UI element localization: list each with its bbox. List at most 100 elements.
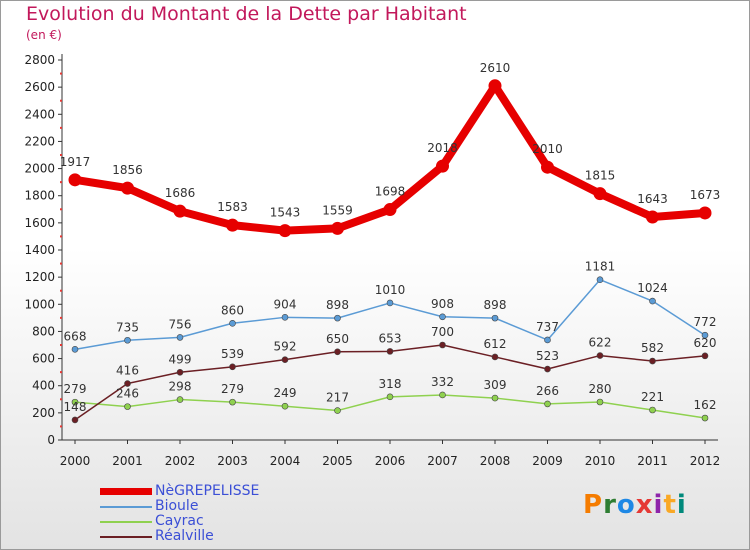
chart-title: Evolution du Montant de la Dette par Hab… xyxy=(26,3,467,25)
legend-item-realville: Réalville xyxy=(100,529,300,544)
point-bioule-2000 xyxy=(71,346,79,353)
data-label-cayrac-2009: 266 xyxy=(536,384,559,398)
y-tick-label-200: 200 xyxy=(32,406,55,420)
point-realville-2012 xyxy=(701,352,709,360)
point-cayrac-2002 xyxy=(176,396,184,403)
x-tick-label-2006: 2006 xyxy=(375,454,406,468)
point-realville-2003 xyxy=(229,363,236,371)
data-label-cayrac-2005: 217 xyxy=(326,391,349,405)
x-tick-label-2009: 2009 xyxy=(532,454,563,468)
data-label-cayrac-2001: 246 xyxy=(116,387,139,401)
point-realville-2008 xyxy=(491,353,499,361)
data-label-cayrac-2003: 279 xyxy=(221,382,244,396)
data-label-cayrac-2010: 280 xyxy=(589,382,612,396)
data-label-cayrac-2000: 279 xyxy=(64,382,87,396)
point-bioule-2006 xyxy=(386,299,394,307)
data-label-negrepelisse-2012: 1673 xyxy=(690,188,721,202)
legend-item-cayrac: Cayrac xyxy=(100,514,300,529)
data-label-realville-2002: 499 xyxy=(169,352,192,366)
point-realville-2001 xyxy=(124,380,131,387)
legend-swatch-cayrac xyxy=(100,521,152,523)
legend: NèGREPELISSE Bioule Cayrac Réalville xyxy=(100,484,300,544)
point-cayrac-2008 xyxy=(491,394,499,402)
point-cayrac-2012 xyxy=(701,414,709,422)
point-negrepelisse-2002 xyxy=(173,204,187,218)
data-label-realville-2000: 148 xyxy=(64,400,87,414)
point-bioule-2001 xyxy=(124,336,131,344)
y-tick-label-600: 600 xyxy=(32,352,55,366)
point-realville-2005 xyxy=(334,348,341,356)
data-label-bioule-2000: 668 xyxy=(64,329,87,343)
data-label-bioule-2005: 898 xyxy=(326,298,349,312)
y-minor-tick-300 xyxy=(60,398,62,401)
data-label-realville-2012: 620 xyxy=(694,336,717,350)
legend-item-bioule: Bioule xyxy=(100,499,300,514)
data-label-realville-2009: 523 xyxy=(536,349,559,363)
data-label-negrepelisse-2004: 1543 xyxy=(270,206,301,220)
data-label-negrepelisse-2010: 1815 xyxy=(585,169,616,183)
point-bioule-2009 xyxy=(544,336,551,344)
logo-letter: i xyxy=(676,490,687,520)
y-minor-tick-1500 xyxy=(60,235,62,238)
point-bioule-2010 xyxy=(596,276,604,284)
legend-label-bioule: Bioule xyxy=(155,498,199,514)
data-label-negrepelisse-2011: 1643 xyxy=(637,192,668,206)
point-negrepelisse-2011 xyxy=(646,210,659,224)
point-cayrac-2009 xyxy=(544,400,551,408)
data-label-cayrac-2002: 298 xyxy=(169,380,192,394)
data-label-negrepelisse-2009: 2010 xyxy=(532,142,563,156)
y-minor-tick-900 xyxy=(60,316,62,319)
data-label-negrepelisse-2007: 2018 xyxy=(427,141,458,155)
y-minor-tick-2300 xyxy=(60,126,62,129)
logo-letter: x xyxy=(635,490,654,520)
data-label-realville-2008: 612 xyxy=(484,337,507,351)
legend-swatch-negrepelisse xyxy=(100,488,152,495)
data-label-bioule-2012: 772 xyxy=(694,315,717,329)
point-bioule-2004 xyxy=(281,314,289,321)
point-cayrac-2011 xyxy=(649,406,656,414)
y-minor-tick-500 xyxy=(60,371,62,374)
data-label-bioule-2008: 898 xyxy=(484,298,507,312)
point-cayrac-2004 xyxy=(281,402,289,410)
data-label-realville-2006: 653 xyxy=(379,331,402,345)
point-negrepelisse-2000 xyxy=(68,173,82,187)
point-realville-2000 xyxy=(71,416,79,424)
point-bioule-2003 xyxy=(229,319,236,327)
proxiti-logo: Proxiti xyxy=(583,490,687,520)
point-bioule-2005 xyxy=(334,314,341,322)
x-tick-label-2004: 2004 xyxy=(270,454,301,468)
point-negrepelisse-2003 xyxy=(226,218,239,232)
point-realville-2009 xyxy=(544,365,551,373)
data-label-negrepelisse-2008: 2610 xyxy=(480,61,511,75)
data-label-realville-2003: 539 xyxy=(221,347,244,361)
data-label-bioule-2002: 756 xyxy=(169,317,192,331)
legend-label-realville: Réalville xyxy=(155,528,214,544)
data-label-negrepelisse-2001: 1856 xyxy=(112,163,143,177)
point-cayrac-2001 xyxy=(124,403,131,410)
x-tick-label-2002: 2002 xyxy=(165,454,196,468)
y-tick-label-2800: 2800 xyxy=(24,53,55,67)
point-negrepelisse-2009 xyxy=(541,160,554,174)
data-label-realville-2007: 700 xyxy=(431,325,454,339)
y-tick-label-2000: 2000 xyxy=(24,162,55,176)
point-negrepelisse-2012 xyxy=(698,206,712,220)
y-tick-label-2400: 2400 xyxy=(24,107,55,121)
x-tick-label-2005: 2005 xyxy=(322,454,353,468)
point-realville-2002 xyxy=(176,368,184,376)
point-negrepelisse-2006 xyxy=(383,203,397,217)
x-tick-label-2012: 2012 xyxy=(690,454,721,468)
data-label-negrepelisse-2006: 1698 xyxy=(375,185,406,199)
data-label-bioule-2009: 737 xyxy=(536,320,559,334)
point-realville-2004 xyxy=(281,356,289,363)
data-label-cayrac-2007: 332 xyxy=(431,375,454,389)
legend-label-cayrac: Cayrac xyxy=(155,513,204,529)
data-label-realville-2010: 622 xyxy=(589,336,612,350)
y-tick-label-1400: 1400 xyxy=(24,243,55,257)
logo-letter: i xyxy=(653,490,664,520)
point-cayrac-2003 xyxy=(229,398,236,406)
logo-letter: r xyxy=(603,490,617,520)
data-label-negrepelisse-2000: 1917 xyxy=(60,155,91,169)
logo-letter: t xyxy=(663,490,677,520)
point-realville-2006 xyxy=(386,348,394,355)
